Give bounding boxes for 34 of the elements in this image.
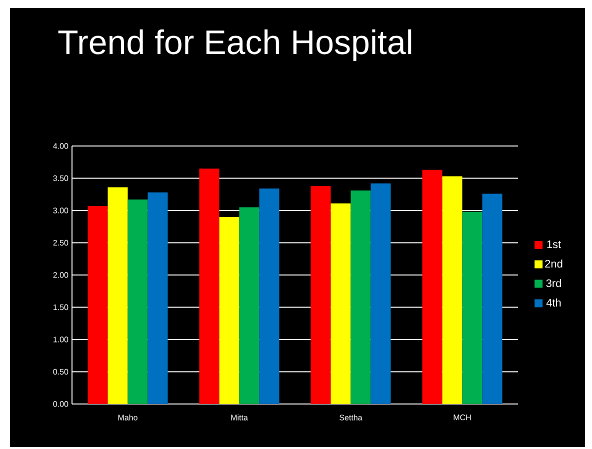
legend-label: 4th xyxy=(546,298,561,307)
bar xyxy=(148,192,168,404)
y-tick-label: 0.00 xyxy=(53,401,68,407)
bar xyxy=(310,186,331,404)
bar xyxy=(219,216,240,404)
y-tick-label: 0.50 xyxy=(53,368,68,375)
x-tick-label: Mitta xyxy=(231,414,248,420)
y-tick-label: 4.00 xyxy=(53,143,68,149)
legend-label: 3rd xyxy=(546,279,561,288)
bar xyxy=(370,183,391,404)
x-tick-label: MCH xyxy=(454,414,471,420)
y-tick-label: 2.00 xyxy=(53,272,68,278)
y-tick-label: 1.50 xyxy=(54,304,68,310)
bar xyxy=(330,203,351,404)
bar xyxy=(462,212,482,404)
bar xyxy=(259,188,280,404)
y-tick-label: 3.50 xyxy=(53,175,68,182)
bar xyxy=(482,194,502,404)
x-tick-label: Settha xyxy=(340,414,362,420)
legend-label: 2nd xyxy=(545,260,562,268)
y-tick-label: 2.50 xyxy=(53,240,68,246)
bar xyxy=(350,190,371,404)
bar xyxy=(199,168,220,404)
bar xyxy=(128,200,148,404)
bar xyxy=(442,176,462,404)
bar xyxy=(422,170,442,404)
y-tick-label: 3.00 xyxy=(53,208,68,214)
bar xyxy=(88,206,108,404)
y-tick-label: 1.00 xyxy=(54,336,68,342)
bar xyxy=(239,207,260,404)
chart-title: Trend for Each Hospital xyxy=(58,29,412,62)
legend-label: 1st xyxy=(547,240,562,248)
x-tick-label: Maho xyxy=(118,414,138,420)
bar xyxy=(108,187,128,404)
